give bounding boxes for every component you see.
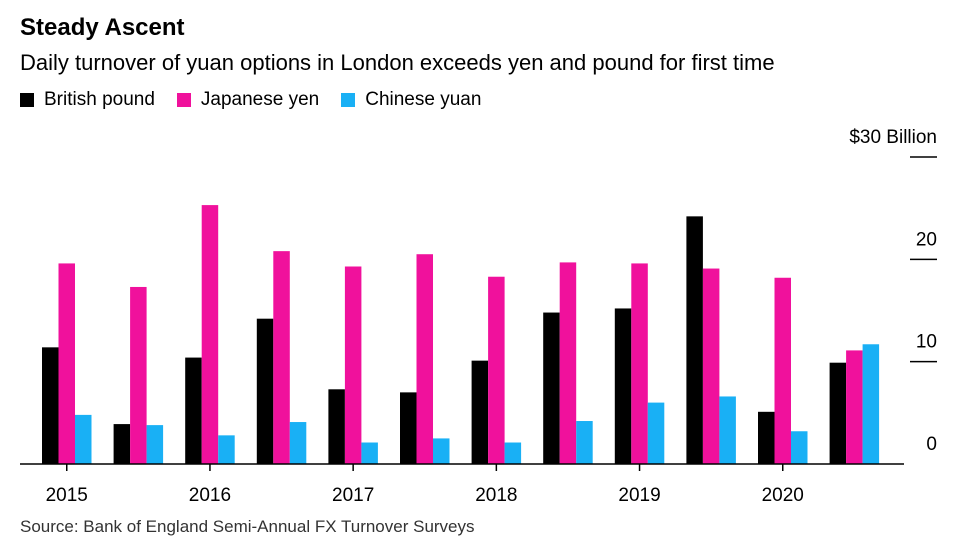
legend-swatch-chinese-yuan bbox=[341, 93, 356, 107]
bar bbox=[862, 344, 880, 464]
bar bbox=[58, 263, 75, 464]
legend-label-japanese-yen: Japanese yen bbox=[200, 89, 320, 110]
bar bbox=[361, 442, 378, 464]
bar bbox=[42, 347, 59, 464]
bar bbox=[686, 216, 703, 464]
x-tick-label: 2017 bbox=[332, 485, 374, 506]
chart-title: Steady Ascent bbox=[20, 14, 185, 41]
legend-item-chinese-yuan: Chinese yuan bbox=[341, 89, 481, 111]
bar bbox=[130, 286, 147, 464]
bar bbox=[774, 277, 791, 464]
bar bbox=[471, 360, 489, 464]
bar bbox=[576, 421, 593, 464]
x-tick-label: 2016 bbox=[189, 485, 231, 506]
x-tick-label: 2015 bbox=[46, 485, 88, 506]
legend-swatch-british-pound bbox=[20, 93, 34, 107]
bar bbox=[416, 254, 433, 464]
x-tick-label: 2020 bbox=[762, 485, 804, 506]
y-tick-label: $30 Billion bbox=[849, 127, 937, 148]
x-tick-label: 2018 bbox=[475, 485, 517, 506]
bar bbox=[559, 262, 577, 464]
bar bbox=[614, 308, 632, 464]
legend-item-japanese-yen: Japanese yen bbox=[176, 89, 320, 111]
legend-item-british-pound: British pound bbox=[20, 89, 155, 111]
bar bbox=[504, 442, 522, 464]
legend: British pound Japanese yen Chinese yuan bbox=[20, 89, 503, 111]
legend-label-chinese-yuan: Chinese yuan bbox=[365, 89, 482, 110]
bar bbox=[273, 251, 290, 464]
y-tick-label: 0 bbox=[926, 434, 937, 455]
bar bbox=[647, 402, 665, 464]
bar bbox=[400, 392, 417, 464]
bar bbox=[289, 422, 307, 464]
bar bbox=[488, 276, 505, 464]
legend-label-british-pound: British pound bbox=[44, 89, 155, 110]
bar bbox=[218, 435, 235, 464]
bar bbox=[702, 268, 720, 464]
bar bbox=[791, 431, 808, 464]
bar bbox=[719, 396, 736, 464]
bar bbox=[328, 389, 345, 464]
chart-subtitle: Daily turnover of yuan options in London… bbox=[20, 50, 775, 75]
legend-swatch-japanese-yen bbox=[176, 93, 191, 107]
bar bbox=[201, 205, 219, 464]
source-note: Source: Bank of England Semi-Annual FX T… bbox=[20, 517, 475, 536]
bar bbox=[146, 425, 164, 464]
bar bbox=[256, 318, 274, 464]
bar bbox=[543, 312, 560, 464]
bar bbox=[433, 438, 450, 464]
y-tick-label: 10 bbox=[916, 332, 937, 353]
bar bbox=[631, 263, 648, 464]
bar bbox=[758, 411, 775, 464]
bar bbox=[846, 350, 863, 464]
bar bbox=[344, 266, 362, 464]
bar bbox=[113, 424, 131, 464]
bar bbox=[75, 414, 92, 464]
bar bbox=[829, 362, 847, 464]
y-tick-label: 20 bbox=[916, 229, 937, 250]
x-tick-label: 2019 bbox=[618, 485, 660, 506]
bar bbox=[185, 357, 202, 464]
